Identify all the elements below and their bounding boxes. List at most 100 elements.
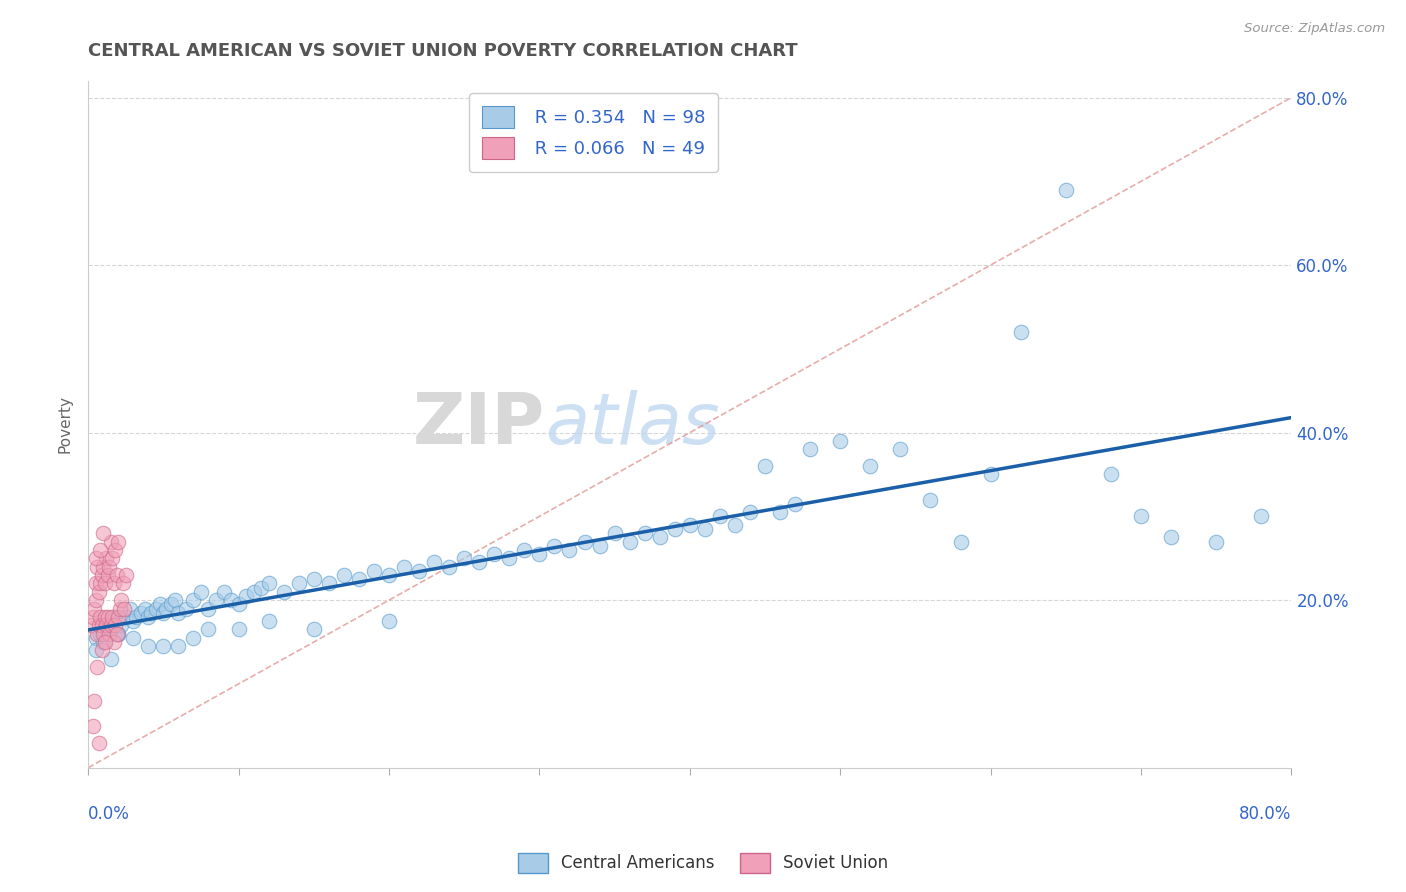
Point xyxy=(498,551,520,566)
Point xyxy=(134,601,156,615)
Point xyxy=(87,584,110,599)
Legend:  R = 0.354   N = 98,  R = 0.066   N = 49: R = 0.354 N = 98, R = 0.066 N = 49 xyxy=(470,94,718,171)
Point xyxy=(114,610,136,624)
Point xyxy=(228,623,250,637)
Point xyxy=(90,618,112,632)
Point xyxy=(830,434,852,448)
Point xyxy=(1054,183,1077,197)
Point xyxy=(302,572,325,586)
Point xyxy=(453,551,475,566)
Point xyxy=(89,626,111,640)
Point xyxy=(165,593,187,607)
Point xyxy=(219,593,242,607)
Point xyxy=(84,593,107,607)
Point xyxy=(84,631,107,645)
Point xyxy=(90,568,112,582)
Point xyxy=(141,606,163,620)
Point xyxy=(125,610,148,624)
Point xyxy=(96,618,118,632)
Point xyxy=(679,517,702,532)
Point xyxy=(634,526,657,541)
Text: 0.0%: 0.0% xyxy=(89,805,129,823)
Point xyxy=(86,660,108,674)
Point xyxy=(110,593,132,607)
Point xyxy=(183,631,205,645)
Point xyxy=(108,601,131,615)
Point xyxy=(87,735,110,749)
Text: 80.0%: 80.0% xyxy=(1239,805,1292,823)
Point xyxy=(90,643,112,657)
Legend: Central Americans, Soviet Union: Central Americans, Soviet Union xyxy=(512,847,894,880)
Point xyxy=(160,598,183,612)
Point xyxy=(664,522,686,536)
Point xyxy=(149,598,172,612)
Point xyxy=(257,614,280,628)
Point xyxy=(273,584,295,599)
Point xyxy=(1205,534,1227,549)
Point xyxy=(235,589,257,603)
Point xyxy=(889,442,911,457)
Point xyxy=(408,564,430,578)
Point xyxy=(183,593,205,607)
Point xyxy=(105,626,128,640)
Point xyxy=(111,576,134,591)
Point xyxy=(1099,467,1122,482)
Point xyxy=(574,534,596,549)
Point xyxy=(155,601,177,615)
Point xyxy=(96,618,118,632)
Point xyxy=(167,606,190,620)
Point xyxy=(80,618,103,632)
Point xyxy=(378,568,401,582)
Point xyxy=(785,497,807,511)
Point xyxy=(484,547,506,561)
Point xyxy=(103,576,125,591)
Point xyxy=(174,601,197,615)
Point xyxy=(89,610,111,624)
Point xyxy=(89,542,111,557)
Point xyxy=(120,601,142,615)
Y-axis label: Poverty: Poverty xyxy=(58,395,72,453)
Point xyxy=(920,492,942,507)
Point xyxy=(423,556,446,570)
Point xyxy=(107,626,129,640)
Point xyxy=(101,551,124,566)
Point xyxy=(100,534,122,549)
Point xyxy=(1250,509,1272,524)
Point xyxy=(949,534,972,549)
Point xyxy=(91,526,114,541)
Point xyxy=(122,631,145,645)
Point xyxy=(513,542,536,557)
Point xyxy=(98,559,121,574)
Point xyxy=(145,601,167,615)
Point xyxy=(1130,509,1153,524)
Point xyxy=(84,643,107,657)
Point xyxy=(205,593,228,607)
Point xyxy=(107,626,129,640)
Point xyxy=(287,576,309,591)
Point xyxy=(318,576,340,591)
Text: ZIP: ZIP xyxy=(413,390,546,458)
Point xyxy=(104,610,127,624)
Point xyxy=(363,564,385,578)
Point xyxy=(738,505,761,519)
Point xyxy=(103,635,125,649)
Point xyxy=(105,568,128,582)
Point xyxy=(110,618,132,632)
Point xyxy=(122,614,145,628)
Point xyxy=(136,610,159,624)
Point xyxy=(82,719,104,733)
Point xyxy=(468,556,491,570)
Point xyxy=(152,606,174,620)
Point xyxy=(89,576,111,591)
Point xyxy=(91,559,114,574)
Text: Source: ZipAtlas.com: Source: ZipAtlas.com xyxy=(1244,22,1385,36)
Point xyxy=(302,623,325,637)
Point xyxy=(101,610,124,624)
Point xyxy=(86,626,108,640)
Point xyxy=(197,601,219,615)
Point xyxy=(93,576,115,591)
Point xyxy=(1160,530,1182,544)
Point xyxy=(91,635,114,649)
Point xyxy=(107,534,129,549)
Point xyxy=(97,610,120,624)
